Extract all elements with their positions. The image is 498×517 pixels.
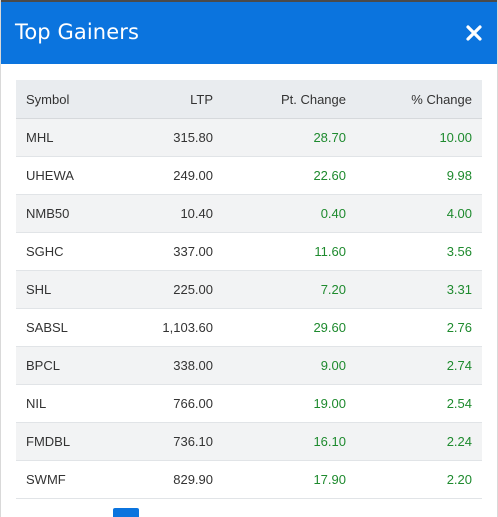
cell-ltp: 10.40 bbox=[114, 194, 223, 233]
cell-pt-change: 7.20 bbox=[223, 270, 356, 309]
cell-pt-change: 11.60 bbox=[223, 232, 356, 271]
header-ltp[interactable]: LTP bbox=[114, 80, 223, 119]
modal-title: Top Gainers bbox=[15, 20, 139, 44]
cell-symbol[interactable]: NMB50 bbox=[16, 194, 114, 233]
cell-pct-change: 2.74 bbox=[356, 346, 482, 385]
table-row: FMDBL 736.10 16.10 2.24 bbox=[16, 422, 482, 461]
cell-pt-change: 29.60 bbox=[223, 308, 356, 347]
cell-ltp: 736.10 bbox=[114, 422, 223, 461]
cell-pt-change: 28.70 bbox=[223, 118, 356, 157]
cell-ltp: 1,103.60 bbox=[114, 308, 223, 347]
table-row: SABSL 1,103.60 29.60 2.76 bbox=[16, 308, 482, 347]
close-button[interactable] bbox=[465, 24, 483, 42]
cell-pt-change: 16.10 bbox=[223, 422, 356, 461]
table-header-row: Symbol LTP Pt. Change % Change bbox=[16, 80, 482, 119]
cell-ltp: 249.00 bbox=[114, 156, 223, 195]
cell-ltp: 225.00 bbox=[114, 270, 223, 309]
cell-pt-change: 19.00 bbox=[223, 384, 356, 423]
cell-symbol[interactable]: FMDBL bbox=[16, 422, 114, 461]
cell-pct-change: 4.00 bbox=[356, 194, 482, 233]
cell-pt-change: 22.60 bbox=[223, 156, 356, 195]
table-row: SWMF 829.90 17.90 2.20 bbox=[16, 460, 482, 499]
gainers-table-wrapper: Symbol LTP Pt. Change % Change MHL 315.8… bbox=[16, 80, 482, 499]
cell-symbol[interactable]: SGHC bbox=[16, 232, 114, 271]
cell-pct-change: 10.00 bbox=[356, 118, 482, 157]
modal-header: Top Gainers bbox=[1, 0, 497, 64]
close-icon bbox=[466, 25, 482, 41]
cell-ltp: 766.00 bbox=[114, 384, 223, 423]
cell-pct-change: 3.56 bbox=[356, 232, 482, 271]
table-row: SGHC 337.00 11.60 3.56 bbox=[16, 232, 482, 271]
header-pt-change[interactable]: Pt. Change bbox=[223, 80, 356, 119]
cell-symbol[interactable]: SHL bbox=[16, 270, 114, 309]
cell-ltp: 338.00 bbox=[114, 346, 223, 385]
pagination-active-page[interactable] bbox=[113, 508, 139, 517]
cell-ltp: 315.80 bbox=[114, 118, 223, 157]
cell-pct-change: 2.54 bbox=[356, 384, 482, 423]
cell-symbol[interactable]: SABSL bbox=[16, 308, 114, 347]
table-row: BPCL 338.00 9.00 2.74 bbox=[16, 346, 482, 385]
cell-pct-change: 2.20 bbox=[356, 460, 482, 499]
cell-pt-change: 0.40 bbox=[223, 194, 356, 233]
table-row: UHEWA 249.00 22.60 9.98 bbox=[16, 156, 482, 195]
header-pct-change[interactable]: % Change bbox=[356, 80, 482, 119]
cell-symbol[interactable]: MHL bbox=[16, 118, 114, 157]
cell-pt-change: 17.90 bbox=[223, 460, 356, 499]
cell-pct-change: 3.31 bbox=[356, 270, 482, 309]
table-row: NMB50 10.40 0.40 4.00 bbox=[16, 194, 482, 233]
table-row: MHL 315.80 28.70 10.00 bbox=[16, 118, 482, 157]
table-row: NIL 766.00 19.00 2.54 bbox=[16, 384, 482, 423]
cell-pct-change: 9.98 bbox=[356, 156, 482, 195]
cell-symbol[interactable]: BPCL bbox=[16, 346, 114, 385]
cell-ltp: 829.90 bbox=[114, 460, 223, 499]
cell-pct-change: 2.24 bbox=[356, 422, 482, 461]
cell-symbol[interactable]: NIL bbox=[16, 384, 114, 423]
table-row: SHL 225.00 7.20 3.31 bbox=[16, 270, 482, 309]
cell-pct-change: 2.76 bbox=[356, 308, 482, 347]
cell-ltp: 337.00 bbox=[114, 232, 223, 271]
gainers-table: Symbol LTP Pt. Change % Change MHL 315.8… bbox=[16, 80, 482, 499]
cell-pt-change: 9.00 bbox=[223, 346, 356, 385]
cell-symbol[interactable]: SWMF bbox=[16, 460, 114, 499]
cell-symbol[interactable]: UHEWA bbox=[16, 156, 114, 195]
header-symbol[interactable]: Symbol bbox=[16, 80, 114, 119]
